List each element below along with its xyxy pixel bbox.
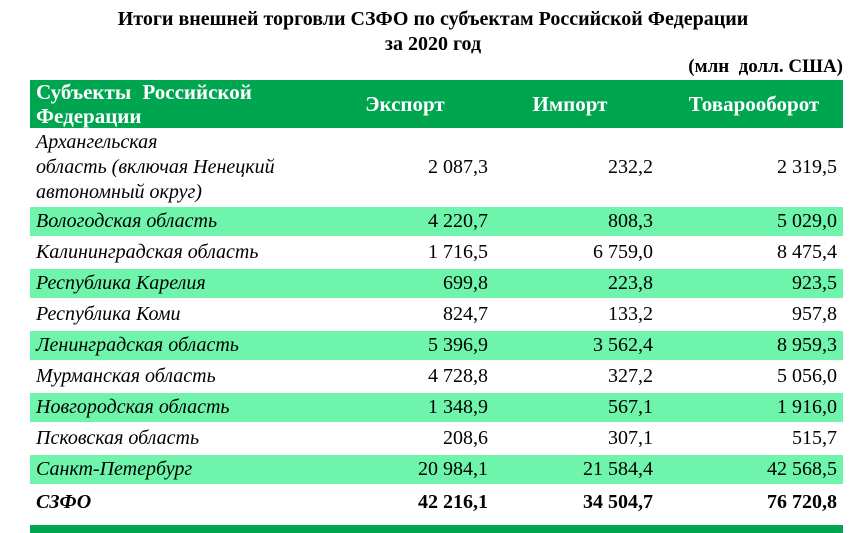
export-value-cell: 1 716,5	[335, 236, 500, 268]
column-header-turnover: Товарооборот	[665, 80, 843, 129]
turnover-value-cell: 957,8	[665, 298, 843, 330]
export-value-cell: 4 220,7	[335, 205, 500, 237]
import-value-cell: 567,1	[500, 391, 665, 423]
turnover-value-cell: 5 029,0	[665, 205, 843, 237]
table-body: Архангельская область (включая Ненецкий …	[30, 128, 843, 518]
table-row: Республика Коми 824,7 133,2 957,8	[30, 298, 843, 330]
import-value-cell: 232,2	[500, 128, 665, 206]
export-value-cell: 208,6	[335, 422, 500, 454]
table-row: Калининградская область 1 716,5 6 759,0 8 4…	[30, 236, 843, 268]
turnover-value-cell: 76 720,8	[665, 484, 843, 518]
region-name-cell: Ленинградская область	[30, 329, 335, 361]
turnover-value-cell: 8 959,3	[665, 329, 843, 361]
region-name-cell: Калининградская область	[30, 236, 335, 268]
export-value-cell: 1 348,9	[335, 391, 500, 423]
table-header-row: Субъекты Российской Федерации Экспорт Им…	[30, 80, 843, 129]
export-value-cell: 20 984,1	[335, 453, 500, 485]
region-name-cell: Новгородская область	[30, 391, 335, 423]
turnover-value-cell: 42 568,5	[665, 453, 843, 485]
import-value-cell: 327,2	[500, 360, 665, 392]
region-name-cell: СЗФО	[30, 484, 335, 518]
export-value-cell: 4 728,8	[335, 360, 500, 392]
page-title-line2: за 2020 год	[384, 33, 482, 55]
import-value-cell: 3 562,4	[500, 329, 665, 361]
import-value-cell: 6 759,0	[500, 236, 665, 268]
table-row: Республика Карелия 699,8 223,8 923,5	[30, 267, 843, 299]
column-header-region: Субъекты Российской Федерации	[30, 80, 335, 129]
export-value-cell: 2 087,3	[335, 128, 500, 206]
turnover-value-cell: 515,7	[665, 422, 843, 454]
export-value-cell: 699,8	[335, 267, 500, 299]
page-title-line1: Итоги внешней торговли СЗФО по субъектам…	[117, 8, 749, 30]
turnover-value-cell: 2 319,5	[665, 128, 843, 206]
table-row: Ленинградская область 5 396,9 3 562,4 8 959…	[30, 329, 843, 361]
turnover-value-cell: 8 475,4	[665, 236, 843, 268]
page-title: Итоги внешней торговли СЗФО по субъектам…	[0, 7, 866, 57]
region-name-cell: Вологодская область	[30, 205, 335, 237]
region-name-cell: Псковская область	[30, 422, 335, 454]
table-row: Архангельская область (включая Ненецкий …	[30, 128, 843, 206]
export-value-cell: 42 216,1	[335, 484, 500, 518]
import-value-cell: 307,1	[500, 422, 665, 454]
column-header-import: Импорт	[500, 80, 665, 129]
region-name-cell: Республика Коми	[30, 298, 335, 330]
table-header: Субъекты Российской Федерации Экспорт Им…	[30, 80, 843, 129]
table-total-row: СЗФО 42 216,1 34 504,7 76 720,8	[30, 484, 843, 518]
region-name-cell: Мурманская область	[30, 360, 335, 392]
import-value-cell: 223,8	[500, 267, 665, 299]
table-row: Псковская область 208,6 307,1 515,7	[30, 422, 843, 454]
turnover-value-cell: 923,5	[665, 267, 843, 299]
table-row: Новгородская область 1 348,9 567,1 1 916,0	[30, 391, 843, 423]
table-row: Санкт-Петербург 20 984,1 21 584,4 42 568,5	[30, 453, 843, 485]
import-value-cell: 34 504,7	[500, 484, 665, 518]
table-row: Мурманская область 4 728,8 327,2 5 056,0	[30, 360, 843, 392]
export-value-cell: 5 396,9	[335, 329, 500, 361]
table-bottom-border-bar	[30, 525, 843, 533]
column-header-export: Экспорт	[335, 80, 500, 129]
import-value-cell: 21 584,4	[500, 453, 665, 485]
region-name-cell: Архангельская область (включая Ненецкий …	[30, 128, 335, 206]
table-row: Вологодская область 4 220,7 808,3 5 029,0	[30, 205, 843, 237]
region-name-cell: Республика Карелия	[30, 267, 335, 299]
turnover-value-cell: 5 056,0	[665, 360, 843, 392]
region-name-cell: Санкт-Петербург	[30, 453, 335, 485]
units-label: (млн долл. США)	[688, 56, 843, 77]
export-value-cell: 824,7	[335, 298, 500, 330]
import-value-cell: 808,3	[500, 205, 665, 237]
trade-table: Субъекты Российской Федерации Экспорт Им…	[30, 80, 843, 518]
import-value-cell: 133,2	[500, 298, 665, 330]
turnover-value-cell: 1 916,0	[665, 391, 843, 423]
